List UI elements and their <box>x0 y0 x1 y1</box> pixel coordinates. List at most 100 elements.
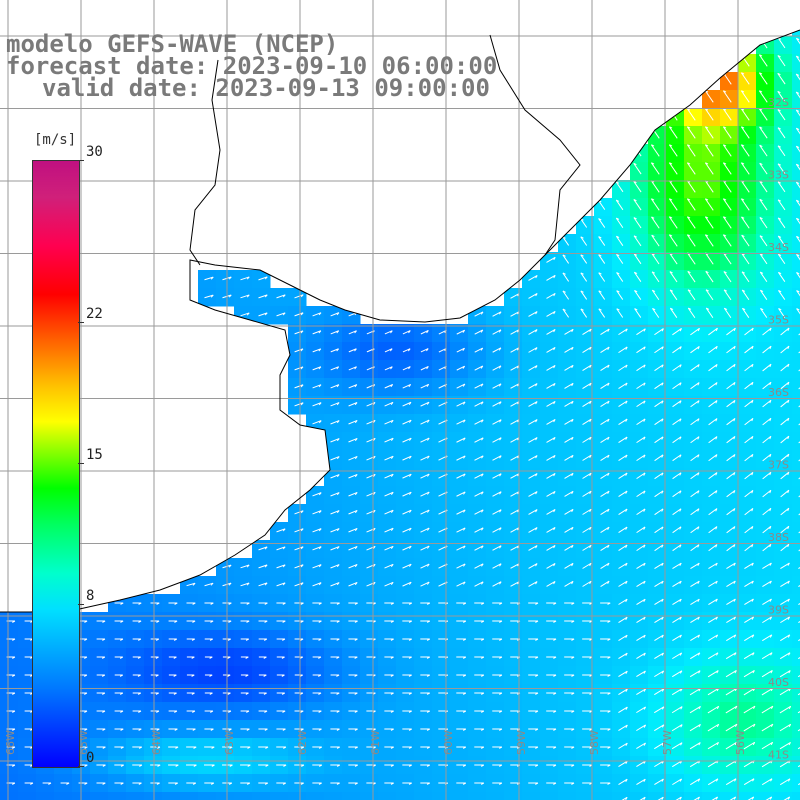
wind-arrow <box>384 581 394 587</box>
wind-arrow-head <box>155 674 159 677</box>
wind-arrow <box>384 455 394 461</box>
wind-arrow-head <box>12 656 16 659</box>
wind-arrow-head <box>715 544 718 548</box>
wind-arrow-head <box>390 330 393 334</box>
wind-arrow <box>759 217 768 229</box>
wind-arrow-head <box>571 746 575 749</box>
wind-arrow-head <box>769 490 772 494</box>
wind-arrow-head <box>300 330 304 334</box>
wind-arrow <box>528 437 538 443</box>
wind-arrow-head <box>499 710 503 713</box>
wind-arrow-head <box>282 564 286 568</box>
wind-arrow <box>384 384 393 389</box>
wind-arrow <box>636 706 646 714</box>
wind-arrow-head <box>174 728 178 731</box>
speed-cell <box>792 324 800 343</box>
wind-arrow-head <box>102 638 106 641</box>
wind-arrow-head <box>480 782 485 785</box>
wind-arrow-head <box>463 509 466 513</box>
wind-arrow-head <box>535 347 538 351</box>
wind-arrow-head <box>796 73 800 76</box>
wind-arrow-head <box>751 796 755 800</box>
wind-arrow-head <box>679 616 682 620</box>
wind-arrow-head <box>390 509 394 513</box>
wind-arrow-head <box>643 598 646 603</box>
wind-arrow-head <box>723 271 727 274</box>
wind-arrow <box>671 688 683 696</box>
wind-arrow-head <box>138 728 142 731</box>
wind-arrow-head <box>643 436 646 440</box>
wind-arrow <box>582 562 592 569</box>
wind-arrow-head <box>498 782 503 785</box>
wind-arrow <box>546 472 556 479</box>
lon-label: 66W <box>4 730 17 755</box>
wind-arrow-head <box>697 652 701 656</box>
wind-arrow <box>456 383 466 389</box>
wind-arrow-head <box>661 544 664 548</box>
wind-arrow <box>582 526 592 533</box>
wind-arrow <box>722 90 732 103</box>
wind-arrow <box>668 216 678 229</box>
wind-arrow-head <box>426 764 430 767</box>
wind-arrow-head <box>661 742 665 746</box>
wind-arrow-head <box>480 656 485 659</box>
wind-arrow <box>330 438 340 443</box>
wind-arrow-head <box>616 272 620 275</box>
wind-arrow <box>759 162 768 175</box>
wind-arrow <box>402 401 412 407</box>
wind-arrow-head <box>733 418 736 422</box>
colorbar-tick-label: 30 <box>86 144 103 160</box>
valid-date: valid date: 2023-09-13 09:00:00 <box>42 74 490 102</box>
wind-arrow-head <box>796 109 800 112</box>
speed-cell <box>792 126 800 145</box>
wind-arrow-head <box>282 638 286 641</box>
wind-arrow-head <box>263 674 267 677</box>
wind-arrow <box>564 508 574 515</box>
wind-arrow-head <box>625 742 628 746</box>
wind-arrow-head <box>553 509 556 513</box>
speed-cell <box>144 792 163 800</box>
wind-arrow-head <box>778 271 782 275</box>
wind-arrow-head <box>137 692 141 695</box>
wind-arrow <box>636 328 646 336</box>
wind-arrow <box>456 401 466 407</box>
wind-arrow <box>779 741 791 750</box>
wind-arrow <box>780 363 790 372</box>
wind-arrow-head <box>481 581 484 585</box>
wind-arrow <box>384 491 394 497</box>
wind-arrow <box>654 346 664 354</box>
wind-arrow-head <box>589 328 592 333</box>
wind-arrow <box>312 312 322 317</box>
wind-arrow-head <box>661 562 664 567</box>
wind-arrow <box>600 418 610 425</box>
speed-cell <box>468 792 487 800</box>
wind-arrow-head <box>787 634 791 638</box>
wind-arrow-head <box>318 402 322 406</box>
wind-arrow <box>672 472 682 480</box>
wind-arrow <box>762 562 772 569</box>
wind-arrow <box>366 455 376 461</box>
wind-arrow <box>528 491 538 497</box>
wind-arrow-head <box>84 656 88 659</box>
wind-arrow-head <box>651 144 655 147</box>
wind-arrow <box>780 417 790 426</box>
wind-arrow-head <box>535 455 538 459</box>
wind-arrow <box>741 234 750 247</box>
wind-arrow-head <box>12 620 16 623</box>
wind-arrow-head <box>625 562 628 567</box>
wind-arrow <box>600 454 610 461</box>
wind-arrow <box>744 489 754 498</box>
speed-cell <box>792 414 800 433</box>
wind-arrow <box>672 544 682 552</box>
wind-arrow <box>582 382 592 389</box>
wind-arrow-head <box>679 562 682 567</box>
wind-arrow <box>672 526 682 534</box>
wind-arrow-head <box>481 491 484 495</box>
wind-arrow-head <box>752 778 755 782</box>
wind-arrow-head <box>102 710 106 713</box>
wind-arrow-head <box>571 473 574 477</box>
wind-arrow <box>654 652 664 660</box>
wind-arrow <box>780 435 790 444</box>
wind-arrow-head <box>408 491 412 495</box>
wind-arrow-head <box>480 329 484 333</box>
